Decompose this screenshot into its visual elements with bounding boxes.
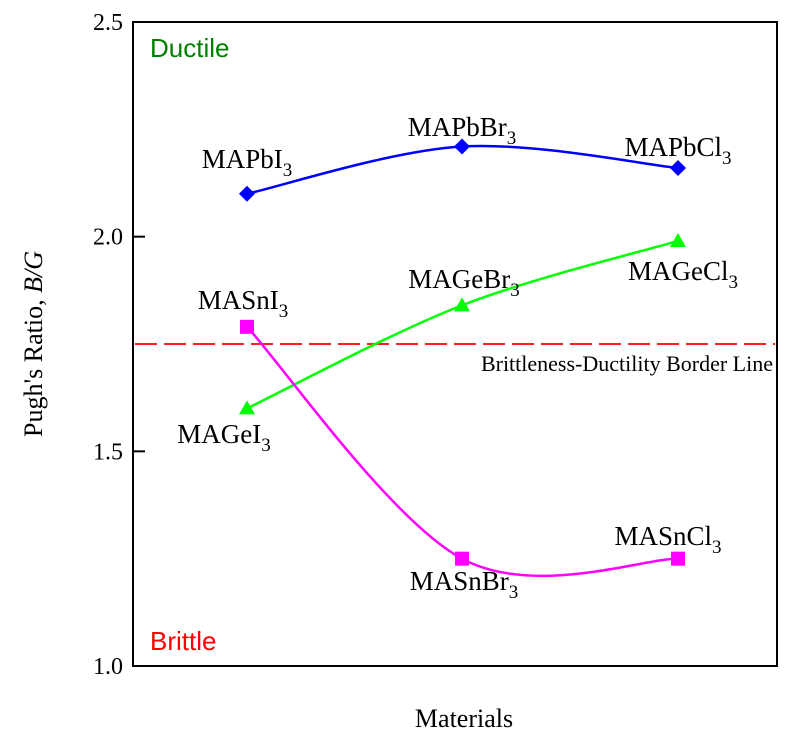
y-axis-ticks: 1.0 1.5 2.0 2.5 bbox=[93, 10, 145, 680]
data-point-pb-1 bbox=[454, 138, 470, 155]
point-label-ge-1: MAGeBr3 bbox=[408, 264, 520, 301]
point-label-subscript: 3 bbox=[510, 280, 520, 301]
point-label-pb-2: MAPbCl3 bbox=[624, 132, 731, 169]
series-layer bbox=[239, 138, 686, 578]
border-line-label: Brittleness-Ductility Border Line bbox=[481, 351, 773, 376]
data-point-pb-2 bbox=[670, 159, 686, 176]
y-tick-label: 1.0 bbox=[93, 654, 123, 680]
point-label-ge-2: MAGeCl3 bbox=[628, 256, 738, 293]
point-label-base: MAGeI bbox=[177, 419, 261, 449]
point-label-subscript: 3 bbox=[722, 148, 732, 169]
point-label-subscript: 3 bbox=[712, 537, 722, 558]
y-tick-label: 2.5 bbox=[93, 10, 123, 36]
point-label-ge-0: MAGeI3 bbox=[177, 419, 270, 456]
point-label-subscript: 3 bbox=[509, 582, 519, 603]
brittle-zone-label: Brittle bbox=[150, 626, 216, 656]
data-point-sn-2 bbox=[671, 551, 685, 566]
point-label-base: MAPbBr bbox=[408, 112, 507, 142]
point-label-base: MASnI bbox=[198, 285, 279, 315]
point-label-sn-1: MASnBr3 bbox=[410, 566, 519, 603]
y-axis-title: Pugh's Ratio, B/G bbox=[19, 251, 48, 437]
point-label-pb-1: MAPbBr3 bbox=[408, 112, 517, 149]
reference-line-layer: Brittleness-Ductility Border Line bbox=[135, 343, 775, 376]
y-tick-label: 1.5 bbox=[93, 439, 123, 465]
point-label-subscript: 3 bbox=[261, 435, 271, 456]
point-label-base: MASnCl bbox=[614, 521, 712, 551]
data-point-pb-0 bbox=[239, 185, 255, 202]
data-point-sn-1 bbox=[455, 551, 469, 566]
ductile-zone-label: Ductile bbox=[150, 33, 229, 63]
point-label-subscript: 3 bbox=[279, 301, 289, 322]
y-axis-title-var: B/G bbox=[19, 251, 48, 293]
point-label-subscript: 3 bbox=[283, 160, 293, 181]
data-point-sn-0 bbox=[240, 319, 254, 334]
y-axis-title-main: Pugh's Ratio, bbox=[19, 293, 48, 437]
point-label-subscript: 3 bbox=[507, 128, 517, 149]
data-point-ge-1 bbox=[454, 297, 470, 312]
x-axis-title: Materials bbox=[415, 704, 513, 733]
data-point-ge-0 bbox=[239, 400, 255, 415]
y-tick-label: 2.0 bbox=[93, 225, 123, 251]
data-point-ge-2 bbox=[670, 232, 686, 247]
point-label-base: MAGeCl bbox=[628, 256, 729, 286]
point-label-base: MAPbCl bbox=[624, 132, 722, 162]
point-label-sn-2: MASnCl3 bbox=[614, 521, 721, 558]
point-label-sn-0: MASnI3 bbox=[198, 285, 289, 322]
point-label-base: MASnBr bbox=[410, 566, 509, 596]
point-label-base: MAPbI bbox=[202, 144, 283, 174]
plot-frame bbox=[132, 21, 778, 667]
point-label-subscript: 3 bbox=[729, 272, 739, 293]
point-label-base: MAGeBr bbox=[408, 264, 510, 294]
point-label-pb-0: MAPbI3 bbox=[202, 144, 293, 181]
